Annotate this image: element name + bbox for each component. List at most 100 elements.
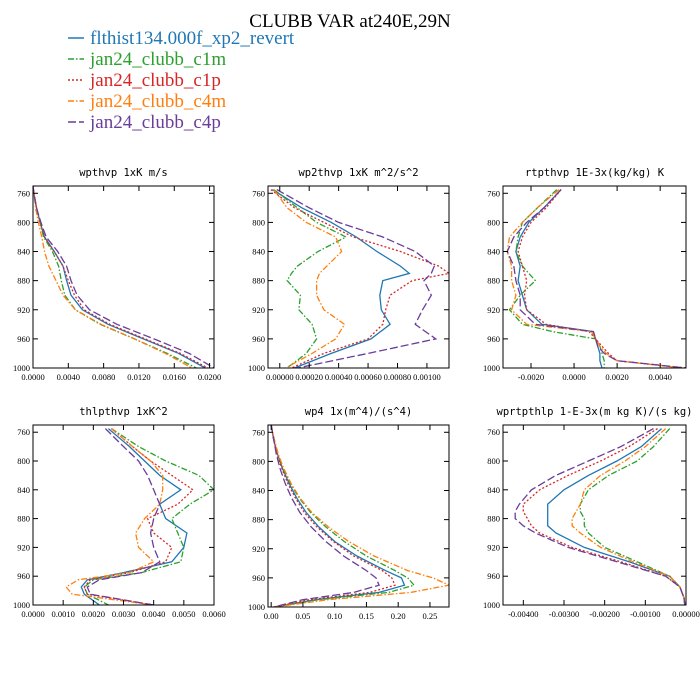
series-line <box>273 189 346 368</box>
x-tick-label: 0.0040 <box>142 609 165 619</box>
x-tick-label: 0.15 <box>359 611 374 621</box>
series-line <box>273 189 348 368</box>
series-line <box>517 189 686 368</box>
series-line <box>270 189 449 368</box>
x-tick-label: -0.00300 <box>549 609 579 619</box>
y-tick-label: 960 <box>17 571 30 581</box>
y-tick-label: 880 <box>487 276 500 286</box>
x-tick-label: 0.0040 <box>648 372 671 382</box>
x-tick-label: 0.0010 <box>51 609 74 619</box>
x-tick-label: 0.00000 <box>266 372 294 382</box>
series-line <box>65 428 164 605</box>
x-tick-label: -0.0020 <box>518 372 544 382</box>
y-tick-label: 760 <box>17 188 30 198</box>
y-tick-label: 760 <box>487 427 500 437</box>
y-tick-label: 960 <box>252 334 265 344</box>
y-tick-label: 880 <box>487 514 500 524</box>
y-tick-label: 880 <box>17 514 30 524</box>
y-tick-label: 960 <box>487 334 500 344</box>
panel-title: wp2thvp 1xK m^2/s^2 <box>298 167 418 179</box>
x-tick-label: 0.0020 <box>605 372 628 382</box>
y-tick-label: 760 <box>17 427 30 437</box>
x-tick-label: 0.05 <box>295 611 310 621</box>
x-tick-label: 0.0120 <box>127 372 150 382</box>
panel-title: thlpthvp 1xK^2 <box>79 406 168 418</box>
x-tick-label: 0.0000 <box>21 372 44 382</box>
series-line <box>33 186 209 368</box>
series-line <box>506 189 682 368</box>
y-tick-label: 760 <box>252 427 265 437</box>
x-tick-label: 0.0050 <box>172 609 195 619</box>
y-tick-label: 840 <box>17 485 30 495</box>
legend-label: jan24_clubb_c4m <box>89 91 226 112</box>
y-tick-label: 800 <box>252 217 265 227</box>
x-tick-label: -0.00200 <box>589 609 619 619</box>
y-tick-label: 920 <box>487 305 500 315</box>
x-tick-label: 0.00040 <box>325 372 353 382</box>
x-tick-label: 0.00 <box>264 611 279 621</box>
y-tick-label: 840 <box>487 485 500 495</box>
x-tick-label: 0.0000 <box>562 372 585 382</box>
chart-panel: wprtpthlp 1-E-3x(m kg K)/(s kg) 760 800 840… <box>483 406 700 619</box>
y-tick-label: 920 <box>17 542 30 552</box>
x-tick-label: 0.00080 <box>384 372 412 382</box>
x-tick-label: 0.0160 <box>163 372 186 382</box>
series-line <box>508 189 605 368</box>
y-tick-label: 1000 <box>483 600 500 610</box>
y-tick-label: 800 <box>487 456 500 466</box>
series-line <box>33 186 193 368</box>
legend-label: jan24_clubb_c1m <box>89 49 226 70</box>
x-tick-label: 0.00100 <box>413 372 441 382</box>
y-tick-label: 960 <box>252 573 265 583</box>
series-line <box>571 428 686 605</box>
chart-panel: wp2thvp 1xK m^2/s^2 760 800 840 880 920 960 100… <box>248 167 450 382</box>
x-tick-label: 0.00020 <box>295 372 323 382</box>
y-tick-label: 920 <box>252 305 265 315</box>
series-line <box>506 189 686 368</box>
y-tick-label: 840 <box>252 486 265 496</box>
x-tick-label: 0.00000 <box>672 609 700 619</box>
plot-frame <box>502 185 687 369</box>
x-tick-label: 0.0040 <box>57 372 80 382</box>
x-tick-label: 0.0200 <box>198 372 221 382</box>
series-line <box>272 189 411 368</box>
plot-frame <box>502 424 687 606</box>
chart-panel: wp4 1x(m^4)/(s^4)76080084088092096010000… <box>248 406 450 621</box>
y-tick-label: 1000 <box>248 363 265 373</box>
y-tick-label: 880 <box>252 515 265 525</box>
y-tick-label: 1000 <box>248 602 265 612</box>
chart-panel: thlpthvp 1xK^276080084088092096010000.00… <box>13 406 226 619</box>
y-tick-label: 840 <box>252 247 265 257</box>
panel-title: wprtpthlp 1-E-3x(m kg K)/(s kg) <box>497 406 693 418</box>
series-line <box>270 425 396 607</box>
x-tick-label: 0.0080 <box>92 372 115 382</box>
x-tick-label: -0.00100 <box>630 609 660 619</box>
panel-title: rtpthvp 1E-3x(kg/kg) K <box>525 167 665 179</box>
y-tick-label: 800 <box>17 456 30 466</box>
x-tick-label: 0.25 <box>423 611 438 621</box>
y-tick-label: 800 <box>17 217 30 227</box>
y-tick-label: 960 <box>17 334 30 344</box>
x-tick-label: -0.00400 <box>508 609 538 619</box>
y-tick-label: 840 <box>17 247 30 257</box>
plot-frame <box>32 424 215 606</box>
y-tick-label: 840 <box>487 247 500 257</box>
series-line <box>270 425 406 607</box>
y-tick-label: 920 <box>252 544 265 554</box>
series-line <box>33 186 206 368</box>
chart-panel: rtpthvp 1E-3x(kg/kg) K 760 800 840 880 920 960… <box>483 167 687 382</box>
y-tick-label: 920 <box>487 542 500 552</box>
x-tick-label: 0.20 <box>391 611 406 621</box>
series-line <box>276 189 438 368</box>
legend-label: flthist134.000f_xp2_revert <box>90 28 295 49</box>
y-tick-label: 880 <box>17 276 30 286</box>
x-tick-label: 0.0020 <box>82 609 105 619</box>
plot-frame <box>267 185 450 369</box>
y-tick-label: 920 <box>17 305 30 315</box>
series-line <box>547 428 686 605</box>
x-tick-label: 0.00060 <box>354 372 382 382</box>
series-line <box>514 428 686 605</box>
series-line <box>270 425 449 607</box>
series-line <box>270 425 380 607</box>
y-tick-label: 880 <box>252 276 265 286</box>
